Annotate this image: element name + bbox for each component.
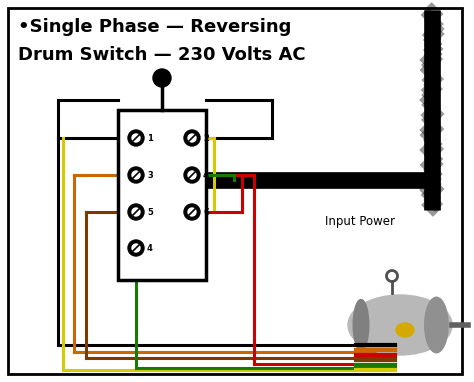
Text: 4: 4 xyxy=(203,170,209,180)
Circle shape xyxy=(188,134,196,142)
Text: 4: 4 xyxy=(147,243,153,253)
Circle shape xyxy=(188,208,196,216)
Circle shape xyxy=(184,204,200,220)
Text: 3: 3 xyxy=(147,170,153,180)
Circle shape xyxy=(132,134,140,142)
Text: 6: 6 xyxy=(203,207,209,217)
Text: 2: 2 xyxy=(203,133,209,142)
Text: Drum Switch — 230 Volts AC: Drum Switch — 230 Volts AC xyxy=(18,46,306,64)
Circle shape xyxy=(128,240,144,256)
Ellipse shape xyxy=(396,323,414,337)
Circle shape xyxy=(132,208,140,216)
Circle shape xyxy=(153,69,171,87)
Circle shape xyxy=(132,171,140,179)
Circle shape xyxy=(128,204,144,220)
Circle shape xyxy=(132,244,140,252)
Text: 5: 5 xyxy=(147,207,153,217)
Text: Input Power: Input Power xyxy=(325,215,395,228)
Ellipse shape xyxy=(353,299,369,351)
Ellipse shape xyxy=(425,297,448,353)
Circle shape xyxy=(184,167,200,183)
Text: 1: 1 xyxy=(147,133,153,142)
Circle shape xyxy=(188,171,196,179)
Bar xyxy=(118,110,206,280)
Ellipse shape xyxy=(348,295,452,355)
Circle shape xyxy=(128,167,144,183)
Circle shape xyxy=(184,130,200,146)
Text: •Single Phase — Reversing: •Single Phase — Reversing xyxy=(18,18,292,36)
Circle shape xyxy=(128,130,144,146)
